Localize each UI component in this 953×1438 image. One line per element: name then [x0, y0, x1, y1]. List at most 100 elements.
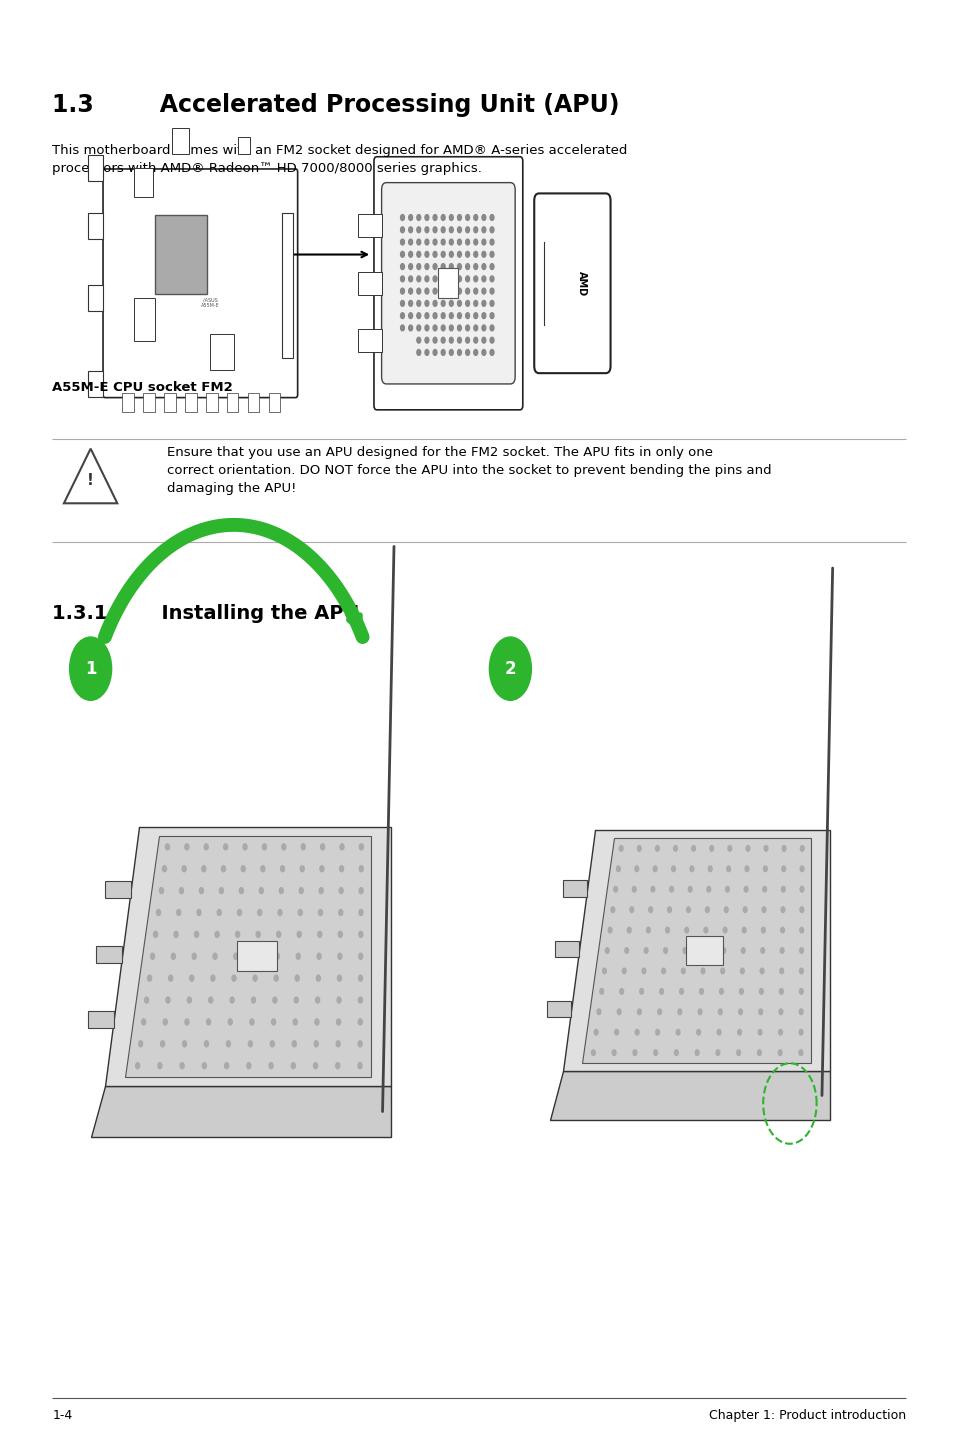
- Circle shape: [441, 301, 445, 306]
- Circle shape: [296, 953, 300, 959]
- Circle shape: [336, 1020, 340, 1025]
- Circle shape: [661, 968, 665, 974]
- Circle shape: [424, 325, 429, 331]
- Circle shape: [314, 1020, 318, 1025]
- Circle shape: [489, 637, 531, 700]
- Circle shape: [465, 338, 469, 344]
- Circle shape: [359, 844, 363, 850]
- Circle shape: [760, 948, 763, 953]
- Circle shape: [416, 239, 420, 244]
- Circle shape: [474, 214, 477, 220]
- Circle shape: [148, 975, 152, 981]
- Circle shape: [299, 887, 303, 893]
- Bar: [172, 128, 189, 154]
- Bar: [357, 329, 381, 352]
- Circle shape: [465, 263, 469, 269]
- Circle shape: [433, 227, 436, 233]
- Polygon shape: [581, 838, 810, 1063]
- Circle shape: [474, 301, 477, 306]
- Circle shape: [684, 928, 688, 933]
- Circle shape: [400, 312, 404, 319]
- Circle shape: [481, 349, 485, 355]
- Circle shape: [799, 968, 802, 974]
- Circle shape: [70, 637, 112, 700]
- Bar: [143, 394, 154, 413]
- Circle shape: [433, 349, 436, 355]
- Circle shape: [457, 252, 461, 257]
- Circle shape: [490, 301, 494, 306]
- Circle shape: [408, 227, 412, 233]
- Circle shape: [276, 932, 280, 938]
- Circle shape: [151, 953, 154, 959]
- Text: Chapter 1: Product introduction: Chapter 1: Product introduction: [708, 1409, 905, 1422]
- Circle shape: [281, 844, 286, 850]
- Circle shape: [465, 227, 469, 233]
- Circle shape: [761, 907, 765, 913]
- Circle shape: [779, 1009, 782, 1015]
- Circle shape: [457, 325, 461, 331]
- Circle shape: [335, 1063, 339, 1068]
- Bar: [88, 371, 103, 397]
- Circle shape: [294, 975, 299, 981]
- Circle shape: [314, 1063, 317, 1068]
- Circle shape: [465, 239, 469, 244]
- Circle shape: [338, 932, 342, 938]
- Circle shape: [800, 886, 803, 892]
- Circle shape: [641, 968, 645, 974]
- Circle shape: [736, 1050, 740, 1055]
- Circle shape: [612, 1050, 616, 1055]
- Circle shape: [698, 1009, 701, 1015]
- Circle shape: [339, 866, 343, 871]
- Circle shape: [204, 844, 208, 850]
- Circle shape: [759, 988, 762, 994]
- Circle shape: [689, 866, 693, 871]
- Circle shape: [202, 866, 206, 871]
- Circle shape: [800, 846, 803, 851]
- Circle shape: [433, 252, 436, 257]
- Circle shape: [635, 866, 638, 871]
- Circle shape: [717, 1030, 720, 1035]
- Circle shape: [762, 886, 766, 892]
- Circle shape: [359, 866, 363, 871]
- Circle shape: [424, 288, 429, 293]
- Circle shape: [465, 349, 469, 355]
- Circle shape: [671, 866, 675, 871]
- Circle shape: [704, 907, 708, 913]
- Bar: [238, 137, 250, 154]
- Circle shape: [591, 1050, 595, 1055]
- Circle shape: [632, 886, 636, 892]
- Circle shape: [214, 932, 219, 938]
- Circle shape: [490, 288, 494, 293]
- Circle shape: [719, 988, 722, 994]
- Circle shape: [199, 887, 203, 893]
- Circle shape: [686, 907, 690, 913]
- Circle shape: [358, 953, 362, 959]
- Circle shape: [682, 948, 686, 953]
- Bar: [206, 394, 217, 413]
- Circle shape: [624, 948, 628, 953]
- Circle shape: [474, 349, 477, 355]
- Circle shape: [679, 988, 682, 994]
- Circle shape: [474, 252, 477, 257]
- Circle shape: [687, 886, 691, 892]
- Circle shape: [319, 887, 323, 893]
- Circle shape: [441, 227, 445, 233]
- Circle shape: [490, 263, 494, 269]
- Circle shape: [449, 338, 453, 344]
- Circle shape: [337, 975, 341, 981]
- Circle shape: [610, 907, 614, 913]
- Circle shape: [269, 1063, 273, 1068]
- FancyBboxPatch shape: [534, 193, 610, 372]
- Circle shape: [424, 301, 429, 306]
- Circle shape: [408, 214, 412, 220]
- Circle shape: [318, 909, 322, 916]
- Bar: [282, 213, 293, 358]
- Circle shape: [723, 907, 727, 913]
- Circle shape: [416, 288, 420, 293]
- Circle shape: [433, 325, 436, 331]
- Circle shape: [449, 349, 453, 355]
- Circle shape: [441, 288, 445, 293]
- Circle shape: [176, 909, 180, 916]
- Circle shape: [738, 1009, 741, 1015]
- Circle shape: [449, 263, 453, 269]
